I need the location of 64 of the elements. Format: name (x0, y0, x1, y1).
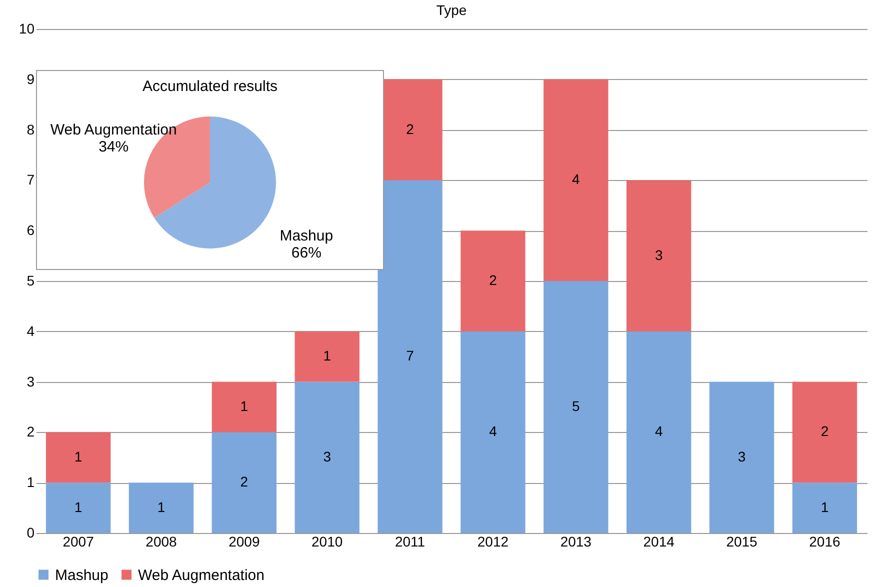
x-tick-label: 2010 (312, 534, 343, 550)
x-tick-label: 2013 (560, 534, 592, 550)
data-label: 2 (240, 474, 248, 490)
y-tick-label: 10 (18, 20, 35, 36)
data-label: 2 (820, 423, 829, 440)
bar (212, 382, 277, 432)
data-label: 7 (406, 348, 414, 364)
y-tick-label: 8 (26, 121, 35, 138)
bar (626, 180, 692, 332)
bar (709, 382, 774, 533)
y-tick-label: 7 (26, 172, 35, 188)
x-tick-label: 2016 (809, 534, 840, 550)
data-label: 3 (654, 246, 663, 263)
bar (212, 432, 277, 533)
x-tick-label: 2011 (394, 534, 426, 550)
bar (460, 331, 526, 533)
data-label: 4 (654, 423, 663, 440)
data-label: 1 (323, 348, 332, 364)
bar (46, 432, 111, 483)
data-label: 66% (291, 244, 322, 262)
data-label: 4 (572, 171, 580, 188)
slice-label: Mashup (280, 227, 334, 244)
y-tick-label: 4 (26, 322, 35, 339)
y-tick-label: 9 (26, 70, 35, 87)
bar (46, 482, 111, 533)
chart-title: Type (436, 2, 467, 18)
data-label: 3 (323, 448, 332, 464)
data-label: 1 (157, 498, 166, 515)
bar (544, 281, 608, 533)
legend-label: Mashup (55, 566, 108, 584)
y-tick-label: 2 (26, 424, 35, 440)
bar (294, 331, 360, 382)
y-tick-label: 5 (26, 272, 35, 288)
data-label: 1 (240, 398, 248, 414)
bar (544, 79, 608, 281)
x-tick-label: 2014 (643, 534, 675, 550)
slice-label: Web Augmentation (50, 122, 177, 139)
chart-title: Accumulated results (142, 78, 278, 95)
data-label: 1 (820, 498, 829, 515)
x-tick-label: 2007 (62, 534, 94, 550)
bar (792, 382, 858, 483)
x-tick-label: 2009 (228, 534, 260, 550)
data-label: 2 (489, 272, 498, 288)
data-label: 3 (738, 448, 746, 464)
bar (128, 482, 194, 533)
y-tick-label: 1 (26, 474, 35, 490)
bar (378, 180, 442, 533)
bar (460, 230, 526, 332)
x-tick-label: 2008 (146, 534, 178, 550)
y-tick-label: 3 (26, 373, 35, 390)
bar (294, 382, 360, 533)
y-tick-label: 0 (26, 524, 35, 540)
data-label: 5 (572, 398, 580, 414)
bar (626, 331, 692, 533)
data-label: 1 (74, 498, 82, 515)
x-tick-label: 2012 (477, 534, 509, 550)
data-label: 4 (489, 423, 498, 440)
x-tick-label: 2015 (726, 534, 758, 550)
bar (792, 482, 858, 533)
data-label: 1 (74, 448, 82, 464)
data-label: 2 (406, 120, 414, 137)
y-tick-label: 6 (26, 222, 35, 238)
data-label: 34% (98, 138, 129, 156)
legend-label: Web Augmentation (138, 566, 264, 584)
